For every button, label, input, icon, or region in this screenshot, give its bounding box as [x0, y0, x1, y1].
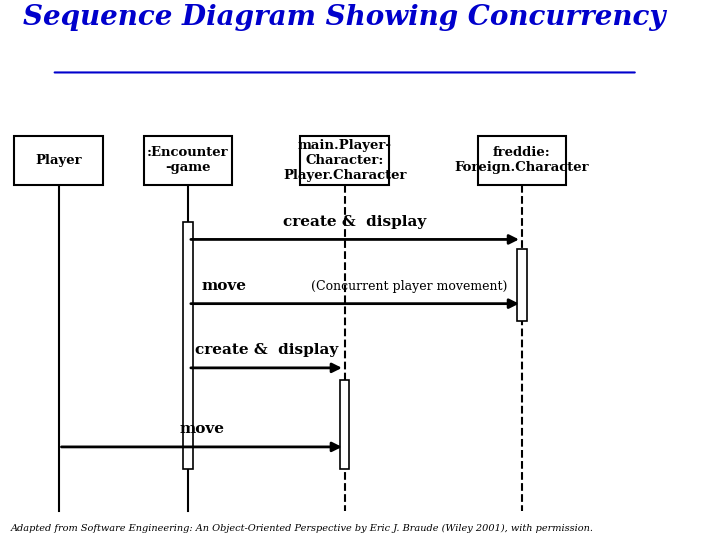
Text: move: move — [179, 422, 224, 436]
Text: :Encounter
-game: :Encounter -game — [148, 146, 229, 174]
Bar — [517, 249, 526, 321]
Text: freddie:
Foreign.Character: freddie: Foreign.Character — [454, 146, 589, 174]
Text: move: move — [202, 279, 247, 293]
Bar — [477, 136, 566, 185]
Bar — [340, 380, 349, 469]
Text: main.Player-
Character:
Player.Character: main.Player- Character: Player.Character — [283, 139, 407, 182]
Text: Player: Player — [35, 154, 82, 167]
Text: Adapted from Software Engineering: An Object-Oriented Perspective by Eric J. Bra: Adapted from Software Engineering: An Ob… — [11, 524, 594, 534]
Bar — [144, 136, 233, 185]
Bar — [300, 136, 389, 185]
Bar — [184, 222, 193, 469]
Text: (Concurrent player movement): (Concurrent player movement) — [310, 280, 507, 293]
Text: create &  display: create & display — [283, 214, 426, 228]
Title: Sequence Diagram Showing Concurrency: Sequence Diagram Showing Concurrency — [24, 4, 666, 31]
Bar — [14, 136, 103, 185]
Text: create &  display: create & display — [195, 343, 338, 357]
